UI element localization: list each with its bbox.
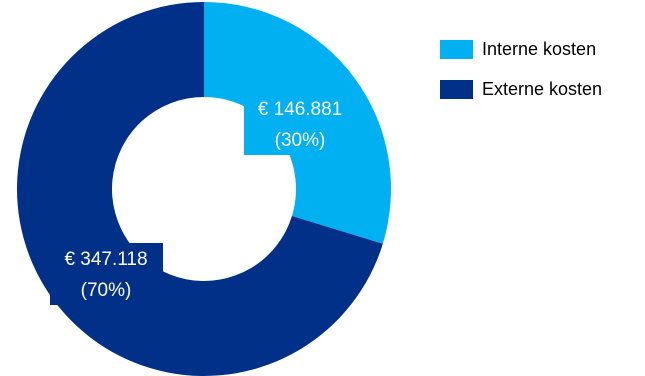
data-label-percent-interne-kosten: (30%) xyxy=(275,130,326,151)
data-label-value-externe-kosten: € 347.118 xyxy=(64,249,147,270)
data-label-bg-externe-kosten xyxy=(50,243,163,305)
legend-swatch-interne-kosten xyxy=(440,39,473,59)
legend-item-externe-kosten: Externe kosten xyxy=(440,78,602,100)
data-label-bg-interne-kosten xyxy=(244,93,357,155)
legend-swatch-externe-kosten xyxy=(440,79,473,99)
data-label-percent-externe-kosten: (70%) xyxy=(81,280,132,301)
legend-item-interne-kosten: Interne kosten xyxy=(440,38,602,60)
data-label-value-interne-kosten: € 146.881 xyxy=(258,99,343,120)
legend-label-interne-kosten: Interne kosten xyxy=(482,38,597,59)
legend-label-externe-kosten: Externe kosten xyxy=(482,78,603,99)
legend: Interne kosten Externe kosten xyxy=(440,38,602,118)
